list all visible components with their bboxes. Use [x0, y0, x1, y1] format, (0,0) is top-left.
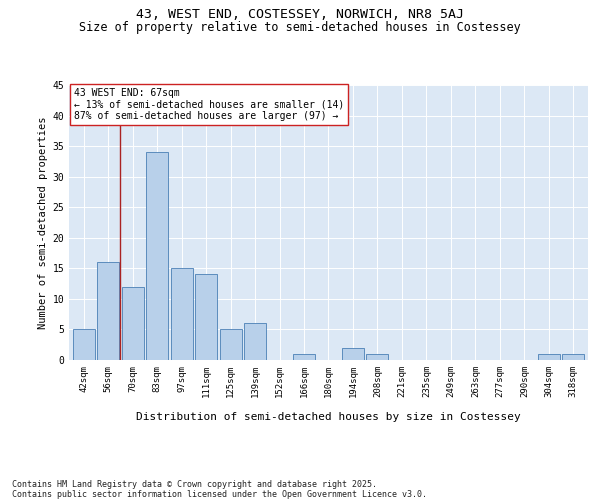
Bar	[73, 330, 95, 360]
Bar	[244, 324, 266, 360]
Text: Contains HM Land Registry data © Crown copyright and database right 2025.
Contai: Contains HM Land Registry data © Crown c…	[12, 480, 427, 499]
Bar	[220, 330, 242, 360]
Text: Size of property relative to semi-detached houses in Costessey: Size of property relative to semi-detach…	[79, 21, 521, 34]
Bar	[562, 354, 584, 360]
Bar	[342, 348, 364, 360]
Bar	[538, 354, 560, 360]
Bar	[122, 286, 143, 360]
Bar	[195, 274, 217, 360]
Bar	[170, 268, 193, 360]
Text: Distribution of semi-detached houses by size in Costessey: Distribution of semi-detached houses by …	[136, 412, 521, 422]
Text: 43, WEST END, COSTESSEY, NORWICH, NR8 5AJ: 43, WEST END, COSTESSEY, NORWICH, NR8 5A…	[136, 8, 464, 20]
Bar	[146, 152, 168, 360]
Bar	[293, 354, 315, 360]
Text: 43 WEST END: 67sqm
← 13% of semi-detached houses are smaller (14)
87% of semi-de: 43 WEST END: 67sqm ← 13% of semi-detache…	[74, 88, 344, 121]
Bar	[367, 354, 388, 360]
Y-axis label: Number of semi-detached properties: Number of semi-detached properties	[38, 116, 48, 329]
Bar	[97, 262, 119, 360]
